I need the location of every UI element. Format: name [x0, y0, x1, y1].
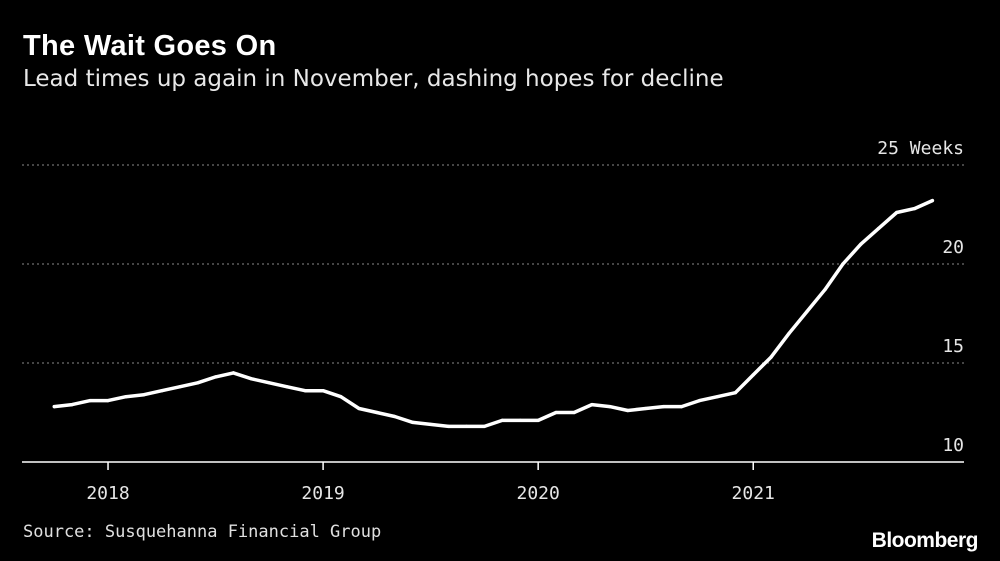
data-point: [536, 418, 540, 422]
data-point: [626, 408, 630, 413]
data-point: [751, 373, 755, 377]
data-point: [267, 381, 271, 385]
data-point: [661, 405, 666, 409]
data-point: [285, 385, 289, 389]
data-point: [411, 420, 415, 424]
data-point: [88, 399, 92, 403]
data-point: [608, 405, 612, 409]
data-point: [895, 210, 899, 215]
data-point: [572, 410, 576, 415]
data-point: [769, 355, 773, 359]
data-point: [464, 424, 469, 428]
data-point: [590, 403, 594, 407]
data-point: [859, 242, 863, 246]
y-tick-label: 10: [942, 435, 964, 456]
data-point: [142, 393, 146, 397]
data-point: [500, 418, 504, 422]
source-note: Source: Susquehanna Financial Group: [23, 522, 382, 542]
data-point: [823, 288, 827, 292]
data-point: [680, 405, 684, 409]
series-line: [52, 198, 935, 429]
data-point: [841, 262, 845, 266]
y-tick-label: 15: [942, 336, 964, 357]
data-point: [339, 395, 343, 399]
chart-subtitle: Lead times up again in November, dashing…: [23, 66, 724, 92]
chart-title: The Wait Goes On: [23, 30, 277, 62]
data-point: [375, 410, 379, 415]
data-point: [124, 395, 128, 399]
data-point: [249, 377, 254, 381]
data-point: [733, 391, 738, 395]
data-point: [303, 389, 307, 393]
data-point: [160, 389, 164, 393]
data-point: [805, 309, 809, 314]
data-point: [697, 399, 702, 403]
x-tick-label: 2020: [516, 483, 559, 504]
data-point: [644, 406, 648, 411]
y-tick-label: 25 Weeks: [877, 138, 964, 159]
data-point: [196, 381, 200, 385]
data-point: [214, 375, 218, 379]
data-point: [70, 403, 74, 407]
data-point: [518, 418, 522, 422]
data-point: [393, 414, 397, 419]
data-point: [446, 424, 451, 428]
data-point: [482, 424, 486, 428]
x-tick-label: 2021: [732, 483, 775, 504]
data-point: [52, 405, 56, 409]
data-point: [429, 422, 433, 426]
data-point: [715, 395, 719, 399]
data-point: [787, 331, 791, 335]
data-point: [106, 399, 110, 403]
data-point: [321, 389, 325, 393]
data-point: [877, 226, 881, 230]
data-point: [231, 371, 235, 375]
x-tick-label: 2019: [301, 483, 344, 504]
bloomberg-logo: Bloomberg: [871, 529, 979, 552]
data-point: [357, 406, 361, 411]
data-point: [178, 385, 182, 389]
x-tick-label: 2018: [86, 483, 129, 504]
data-point: [912, 207, 917, 211]
data-point: [930, 199, 935, 203]
data-point: [554, 410, 558, 415]
y-tick-label: 20: [942, 237, 964, 258]
